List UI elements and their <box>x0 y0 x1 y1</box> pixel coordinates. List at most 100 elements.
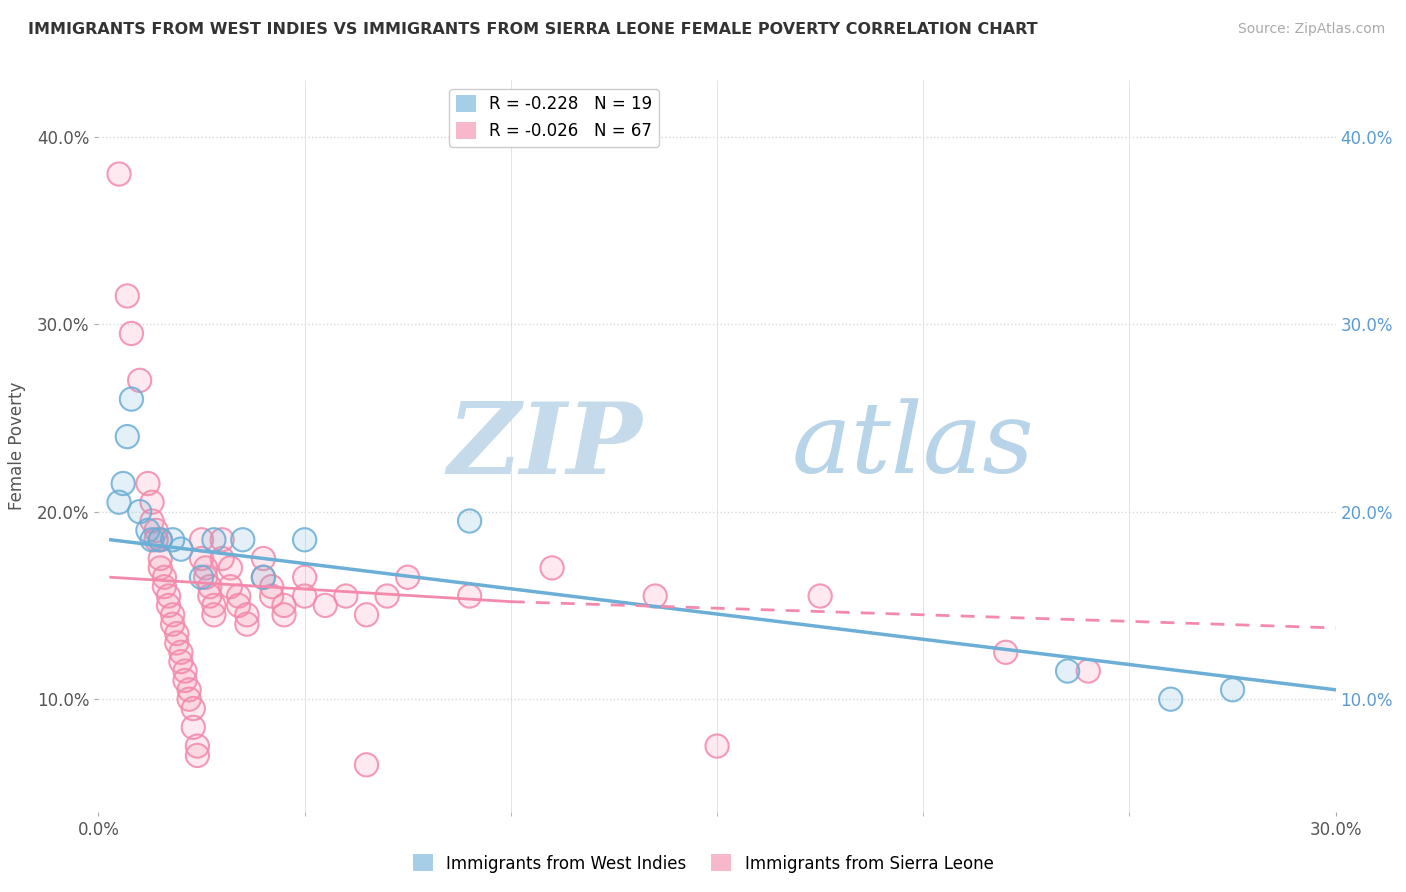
Point <box>136 524 159 538</box>
Point <box>181 701 204 715</box>
Point <box>108 495 131 509</box>
Point <box>260 580 283 594</box>
Point <box>136 524 159 538</box>
Legend: Immigrants from West Indies, Immigrants from Sierra Leone: Immigrants from West Indies, Immigrants … <box>406 847 1000 880</box>
Point <box>153 580 176 594</box>
Point <box>145 533 167 547</box>
Point <box>149 561 172 575</box>
Point <box>181 701 204 715</box>
Point <box>166 636 188 650</box>
Point <box>157 599 180 613</box>
Text: atlas: atlas <box>792 399 1033 493</box>
Point <box>260 580 283 594</box>
Point <box>202 533 225 547</box>
Point <box>294 589 316 603</box>
Point <box>260 589 283 603</box>
Point <box>396 570 419 584</box>
Point <box>994 645 1017 659</box>
Point <box>141 514 163 528</box>
Point <box>149 533 172 547</box>
Text: ZIP: ZIP <box>449 398 643 494</box>
Point <box>1160 692 1182 706</box>
Point <box>202 607 225 622</box>
Point <box>335 589 357 603</box>
Point <box>252 551 274 566</box>
Point <box>186 748 208 763</box>
Point <box>112 476 135 491</box>
Point <box>273 607 295 622</box>
Point <box>170 542 193 557</box>
Point <box>190 570 212 584</box>
Point <box>994 645 1017 659</box>
Point <box>162 607 184 622</box>
Text: Source: ZipAtlas.com: Source: ZipAtlas.com <box>1237 22 1385 37</box>
Point <box>294 589 316 603</box>
Point <box>166 626 188 640</box>
Point <box>117 289 139 303</box>
Point <box>174 673 197 688</box>
Point <box>252 570 274 584</box>
Point <box>1222 682 1244 697</box>
Point <box>396 570 419 584</box>
Point <box>375 589 398 603</box>
Point <box>202 599 225 613</box>
Point <box>252 551 274 566</box>
Point <box>252 570 274 584</box>
Point <box>149 533 172 547</box>
Point <box>149 551 172 566</box>
Point <box>458 514 481 528</box>
Point <box>179 692 201 706</box>
Point <box>190 533 212 547</box>
Point <box>294 570 316 584</box>
Point <box>128 505 150 519</box>
Point <box>174 673 197 688</box>
Point <box>145 524 167 538</box>
Point <box>153 580 176 594</box>
Point <box>181 720 204 734</box>
Point <box>228 589 250 603</box>
Point <box>162 617 184 632</box>
Point <box>128 373 150 387</box>
Point <box>228 599 250 613</box>
Point <box>149 561 172 575</box>
Point <box>179 692 201 706</box>
Point <box>198 580 221 594</box>
Point <box>174 664 197 678</box>
Point <box>375 589 398 603</box>
Point <box>356 607 378 622</box>
Point <box>356 607 378 622</box>
Point <box>141 495 163 509</box>
Point <box>153 570 176 584</box>
Point <box>181 720 204 734</box>
Point <box>356 757 378 772</box>
Point <box>141 495 163 509</box>
Point <box>117 289 139 303</box>
Point <box>1077 664 1099 678</box>
Point <box>162 617 184 632</box>
Point <box>149 551 172 566</box>
Point <box>162 607 184 622</box>
Point <box>120 392 142 406</box>
Point <box>170 655 193 669</box>
Point <box>190 570 212 584</box>
Point <box>273 607 295 622</box>
Point <box>1056 664 1078 678</box>
Point <box>458 514 481 528</box>
Point <box>190 551 212 566</box>
Point <box>1056 664 1078 678</box>
Point <box>120 392 142 406</box>
Point <box>117 429 139 443</box>
Point <box>194 561 217 575</box>
Point <box>228 589 250 603</box>
Point <box>356 757 378 772</box>
Legend: R = -0.228   N = 19, R = -0.026   N = 67: R = -0.228 N = 19, R = -0.026 N = 67 <box>450 88 659 146</box>
Point <box>211 551 233 566</box>
Point <box>157 589 180 603</box>
Point <box>458 589 481 603</box>
Point <box>644 589 666 603</box>
Point <box>162 533 184 547</box>
Point <box>166 626 188 640</box>
Text: IMMIGRANTS FROM WEST INDIES VS IMMIGRANTS FROM SIERRA LEONE FEMALE POVERTY CORRE: IMMIGRANTS FROM WEST INDIES VS IMMIGRANT… <box>28 22 1038 37</box>
Point <box>141 514 163 528</box>
Point <box>541 561 564 575</box>
